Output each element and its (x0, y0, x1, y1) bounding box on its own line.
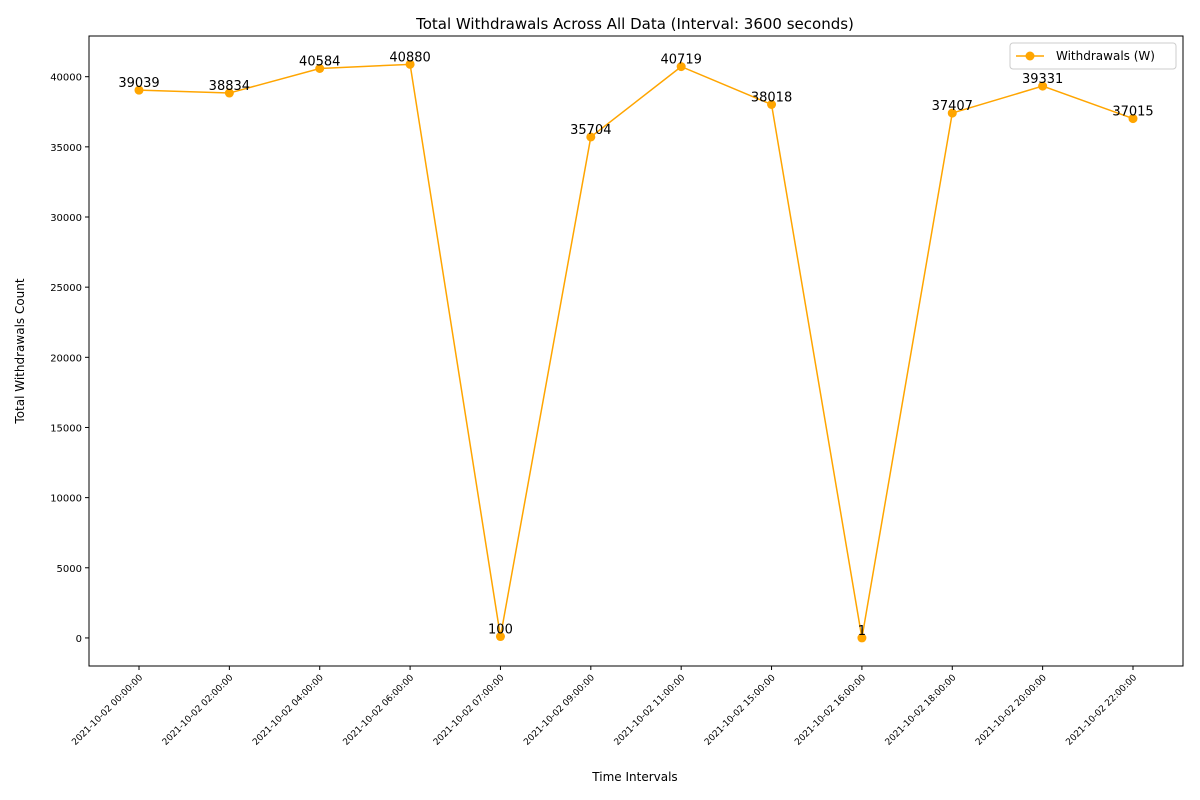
data-label: 38834 (209, 79, 250, 94)
legend-box (1009, 42, 1177, 70)
y-tick-label: 15000 (50, 423, 82, 434)
data-label: 35704 (570, 123, 611, 138)
series-layer (134, 59, 1138, 643)
data-point (1128, 114, 1138, 124)
data-point (586, 132, 596, 142)
y-tick-label: 0 (76, 634, 82, 645)
y-tick-label: 20000 (50, 353, 82, 364)
legend-marker-swatch (1025, 51, 1035, 61)
data-labels: 39039 38834 40584 40880 100 35704 40719 38018 1 3… (118, 50, 1153, 639)
data-point (676, 62, 686, 72)
series-line-withdrawals (138, 63, 1134, 639)
x-tick-label: 2021-10-02 20:00:00 (974, 673, 1049, 748)
y-tick-label: 35000 (50, 143, 82, 154)
x-tick-label: 2021-10-02 15:00:00 (703, 673, 778, 748)
x-axis-label: Time Intervals (591, 770, 677, 784)
y-tick-label: 30000 (50, 213, 82, 224)
data-label: 39331 (1022, 72, 1063, 87)
y-tick-label: 10000 (50, 494, 82, 505)
data-label: 100 (488, 623, 513, 638)
data-point (495, 632, 505, 642)
y-axis-label: Total Withdrawals Count (13, 278, 27, 424)
x-tick-label: 2021-10-02 11:00:00 (613, 673, 688, 748)
x-tick-label: 2021-10-02 04:00:00 (251, 673, 326, 748)
data-label: 40880 (389, 50, 430, 65)
x-tick-label: 2021-10-02 02:00:00 (161, 673, 236, 748)
plot-area (88, 35, 1184, 667)
data-label: 39039 (118, 76, 159, 91)
data-label: 1 (858, 624, 866, 639)
x-axis: 2021-10-02 00:00:00 2021-10-02 02:00:00 20… (70, 666, 1139, 748)
x-tick-label: 2021-10-02 00:00:00 (70, 673, 145, 748)
x-tick-label: 2021-10-02 18:00:00 (884, 673, 959, 748)
x-tick-label: 2021-10-02 06:00:00 (342, 673, 417, 748)
x-tick-label: 2021-10-02 16:00:00 (793, 673, 868, 748)
data-label: 37407 (932, 99, 973, 114)
data-point (1038, 81, 1048, 91)
x-tick-label: 2021-10-02 09:00:00 (522, 673, 597, 748)
data-point (224, 88, 234, 98)
data-point (405, 59, 415, 69)
data-point (947, 108, 957, 118)
data-point (857, 633, 867, 643)
data-point (134, 85, 144, 95)
legend: Withdrawals (W) (1009, 42, 1177, 70)
y-tick-label: 25000 (50, 283, 82, 294)
data-label: 40719 (661, 53, 702, 68)
legend-entry-withdrawals: Withdrawals (W) (1056, 49, 1155, 63)
data-label: 37015 (1112, 105, 1153, 120)
y-tick-label: 40000 (50, 73, 82, 84)
data-point (315, 63, 325, 73)
chart-title: Total Withdrawals Across All Data (Inter… (415, 15, 854, 33)
data-point (767, 100, 777, 110)
y-axis: 0 5000 10000 15000 20000 25000 30000 35000 40000 (50, 73, 89, 645)
data-label: 38018 (751, 91, 792, 106)
x-tick-label: 2021-10-02 22:00:00 (1064, 673, 1139, 748)
x-tick-label: 2021-10-02 07:00:00 (432, 673, 507, 748)
plot-frame (88, 35, 1184, 667)
data-label: 40584 (299, 54, 340, 69)
y-tick-label: 5000 (57, 564, 82, 575)
